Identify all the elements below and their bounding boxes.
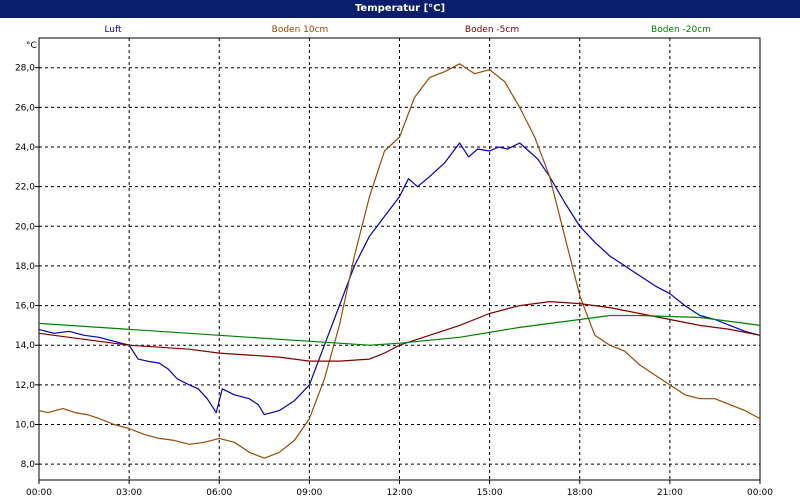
series-lines [38, 63, 761, 459]
legend-entry: Boden -5cm [465, 25, 519, 35]
legend: Luft Boden 10cm Boden -5cm Boden -20cm [104, 25, 711, 35]
series-line-luft [38, 142, 761, 416]
x-tick-labels: 00:0017.10.1803:0017.10.1806:0017.10.180… [26, 488, 773, 498]
series-line-boden-20cm [38, 314, 761, 346]
x-tick-time-label: 09:00 [296, 488, 322, 498]
legend-entry: Luft [104, 25, 122, 35]
grid-lines [35, 38, 761, 484]
x-tick-time-label: 00:00 [747, 488, 773, 498]
x-tick-time-label: 21:00 [657, 488, 683, 498]
x-tick-time-label: 15:00 [477, 488, 503, 498]
y-tick-label: 18,0 [15, 262, 35, 272]
x-tick-time-label: 06:00 [206, 488, 232, 498]
y-tick-label: 14,0 [15, 341, 35, 351]
y-tick-label: 20,0 [15, 222, 35, 232]
y-tick-label: 22,0 [15, 183, 35, 193]
y-tick-label: 10,0 [15, 421, 35, 431]
series-line-boden-5cm [38, 301, 761, 362]
temperature-chart: 8,0 10,0 12,0 14,0 16,0 18,0 20,0 22,0 24,0 26,0 2… [15, 25, 773, 498]
series-line-boden-10cm [38, 63, 761, 459]
x-tick-time-label: 18:00 [567, 488, 593, 498]
y-tick-label: 16,0 [15, 302, 35, 312]
legend-entry: Boden 10cm [272, 25, 329, 35]
y-tick-labels: 8,0 10,0 12,0 14,0 16,0 18,0 20,0 22,0 24,0 26,0 2… [15, 64, 35, 470]
x-tick-time-label: 03:00 [116, 488, 142, 498]
x-tick-time-label: 12:00 [387, 488, 413, 498]
y-tick-label: 24,0 [15, 143, 35, 153]
y-axis-label: °C [26, 41, 37, 51]
y-tick-label: 26,0 [15, 103, 35, 113]
y-tick-label: 28,0 [15, 64, 35, 74]
legend-entry: Boden -20cm [651, 25, 711, 35]
chart-title: Temperatur [°C] [0, 0, 800, 18]
x-tick-time-label: 00:00 [26, 488, 52, 498]
y-tick-label: 8,0 [21, 460, 36, 470]
y-tick-label: 12,0 [15, 381, 35, 391]
